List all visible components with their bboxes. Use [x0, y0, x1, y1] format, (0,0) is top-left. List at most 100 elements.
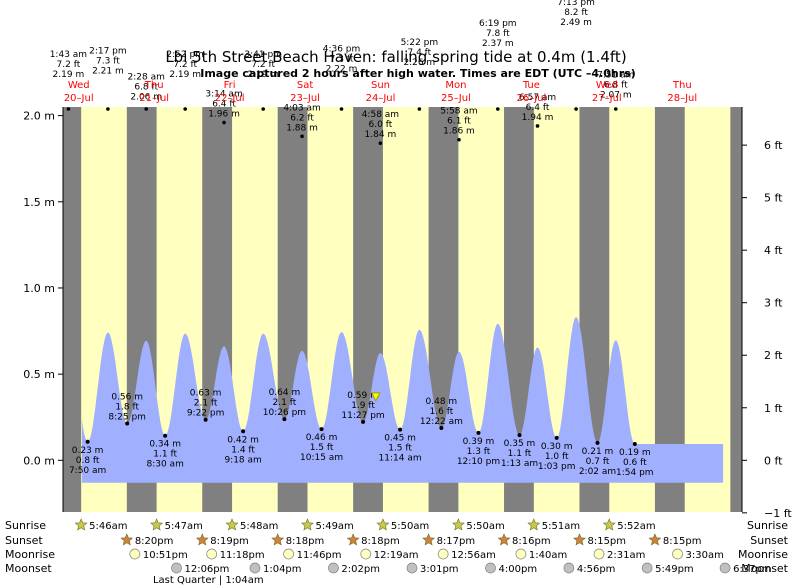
high-m-label: 1.88 m [286, 123, 318, 133]
high-time-label: 5:58 am [440, 107, 477, 117]
moonrise-icon [129, 548, 141, 560]
moonset-icon [563, 562, 575, 574]
tide-labels: 0.23 m0.8 ft7:50 am 0.56 m1.8 ft8:25 pm 0.… [50, 0, 654, 478]
left-tick-label: 0.0 m [23, 454, 55, 467]
high-tide-point [574, 107, 578, 111]
titles: Lbi 5th Street Beach Haven: falling spri… [165, 48, 635, 80]
high-m-label: 1.94 m [522, 113, 554, 123]
high-time-label: 1:43 am [50, 50, 87, 60]
sunset-time: 8:17pm [437, 536, 476, 547]
high-m-label: 2.22 m [326, 65, 358, 75]
high-tide-point [613, 107, 618, 111]
tide-time-label: 9:18 am [224, 455, 261, 465]
high-ft-label: 7.8 ft [486, 29, 510, 39]
high-time-label: 6:57 am [519, 93, 556, 103]
moonset-icon [171, 562, 182, 574]
tide-ft-label: 0.6 ft [623, 458, 647, 468]
night-band [63, 107, 82, 512]
tide-point [439, 425, 444, 430]
high-ft-label: 7.4 ft [408, 48, 432, 58]
tide-m-label: 0.23 m [72, 446, 104, 456]
sunrise-icon [451, 518, 465, 531]
chart-subtitle: Image captured 2 hours after high water.… [200, 67, 636, 80]
tide-ft-label: 2.1 ft [273, 398, 297, 408]
tide-m-label: 0.21 m [582, 447, 614, 457]
moonrise-icon [515, 548, 527, 560]
day-of-week: Fri [224, 80, 236, 91]
moonset-icon [641, 562, 653, 574]
tide-point [554, 435, 559, 440]
moonset-time: 5:49pm [655, 564, 694, 575]
moonrise-icon [593, 548, 605, 560]
high-time-label: 2:52 pm [166, 50, 204, 60]
sunset-icon [195, 533, 209, 546]
tide-ft-label: 1.1 ft [153, 450, 177, 460]
day-date: 27–Jul [592, 93, 622, 104]
sunset-icon [573, 533, 586, 546]
right-tick-label: 0 ft [764, 454, 783, 467]
tide-m-label: 0.35 m [504, 439, 536, 449]
high-time-label: 3:14 am [205, 90, 242, 100]
high-ft-label: 6.8 ft [604, 81, 628, 91]
tide-time-label: 1:03 pm [538, 462, 576, 472]
moonrise-time: 10:51pm [143, 550, 188, 561]
high-ft-label: 6.2 ft [290, 113, 314, 123]
moonrise-icon [206, 548, 218, 560]
moonset-time: 3:01pm [420, 564, 459, 575]
day-of-week: Tue [522, 80, 540, 91]
moonset-row-label-left: Moonset [5, 562, 52, 575]
high-m-label: 2.07 m [600, 91, 632, 101]
moonrise-icon [283, 548, 294, 560]
high-time-label: 7:51 am [597, 71, 634, 81]
right-tick-label: 4 ft [764, 244, 783, 257]
day-date: 21–Jul [139, 93, 169, 104]
tide-time-label: 7:50 am [69, 466, 106, 476]
moonset-icon [249, 562, 261, 574]
sunset-time: 8:18pm [361, 536, 400, 547]
tide-time-label: 11:27 pm [341, 411, 384, 421]
sun-moon-rows: Sunrise Sunrise 5:46am 5:47am 5:48am 5:49am 5:… [5, 518, 789, 586]
high-ft-label: 7.2 ft [57, 60, 81, 70]
tide-time-label: 8:30 am [146, 460, 183, 470]
tide-m-label: 0.46 m [306, 433, 338, 443]
sunrise-icon [602, 518, 616, 531]
high-m-label: 2.06 m [130, 92, 162, 102]
high-tide-point [339, 107, 344, 111]
right-tick-label: 2 ft [764, 349, 783, 362]
high-time-label: 4:36 pm [323, 45, 361, 55]
tide-m-label: 0.63 m [190, 389, 222, 399]
high-ft-label: 7.2 ft [173, 60, 197, 70]
tide-point [476, 430, 481, 435]
moonset-row-label-right: Moonset [741, 562, 788, 575]
sunrise-icon [527, 518, 541, 531]
current-tide-marker [370, 392, 381, 403]
chart-title: Lbi 5th Street Beach Haven: falling spri… [165, 48, 626, 66]
tide-ft-label: 1.8 ft [115, 403, 139, 413]
high-tide-point [378, 141, 383, 145]
high-m-label: 2.19 m [169, 70, 201, 80]
high-ft-label: 7.2 ft [251, 60, 275, 70]
day-date: 24–Jul [366, 93, 396, 104]
tide-ft-label: 1.5 ft [388, 444, 412, 454]
axes: 0.0 m 0.5 m 1.0 m 1.5 m 2.0 m −1 ft 0 ft 1 ft 2 … [23, 107, 792, 520]
tide-m-label: 0.34 m [149, 440, 181, 450]
high-m-label: 2.21 m [92, 66, 124, 76]
moonset-icon [719, 562, 731, 574]
moonrise-row-label-right: Moonrise [738, 548, 788, 561]
high-m-label: 2.37 m [482, 39, 514, 49]
high-m-label: 1.96 m [208, 110, 240, 120]
sunset-icon [120, 533, 134, 546]
high-m-label: 2.19 m [247, 70, 279, 80]
right-tick-label: 5 ft [764, 192, 783, 205]
high-time-label: 6:19 pm [479, 19, 517, 29]
moonrise-time: 3:30am [686, 550, 724, 561]
sunset-time: 8:18pm [286, 536, 325, 547]
tide-m-label: 0.39 m [463, 437, 495, 447]
high-time-label: 5:22 pm [401, 38, 439, 48]
tide-ft-label: 1.5 ft [310, 443, 334, 453]
night-band [730, 107, 742, 512]
sunrise-row-label-right: Sunrise [747, 519, 788, 532]
moonrise-time: 12:56am [451, 550, 496, 561]
sunset-time: 8:20pm [135, 536, 174, 547]
high-tide-point [300, 134, 304, 139]
